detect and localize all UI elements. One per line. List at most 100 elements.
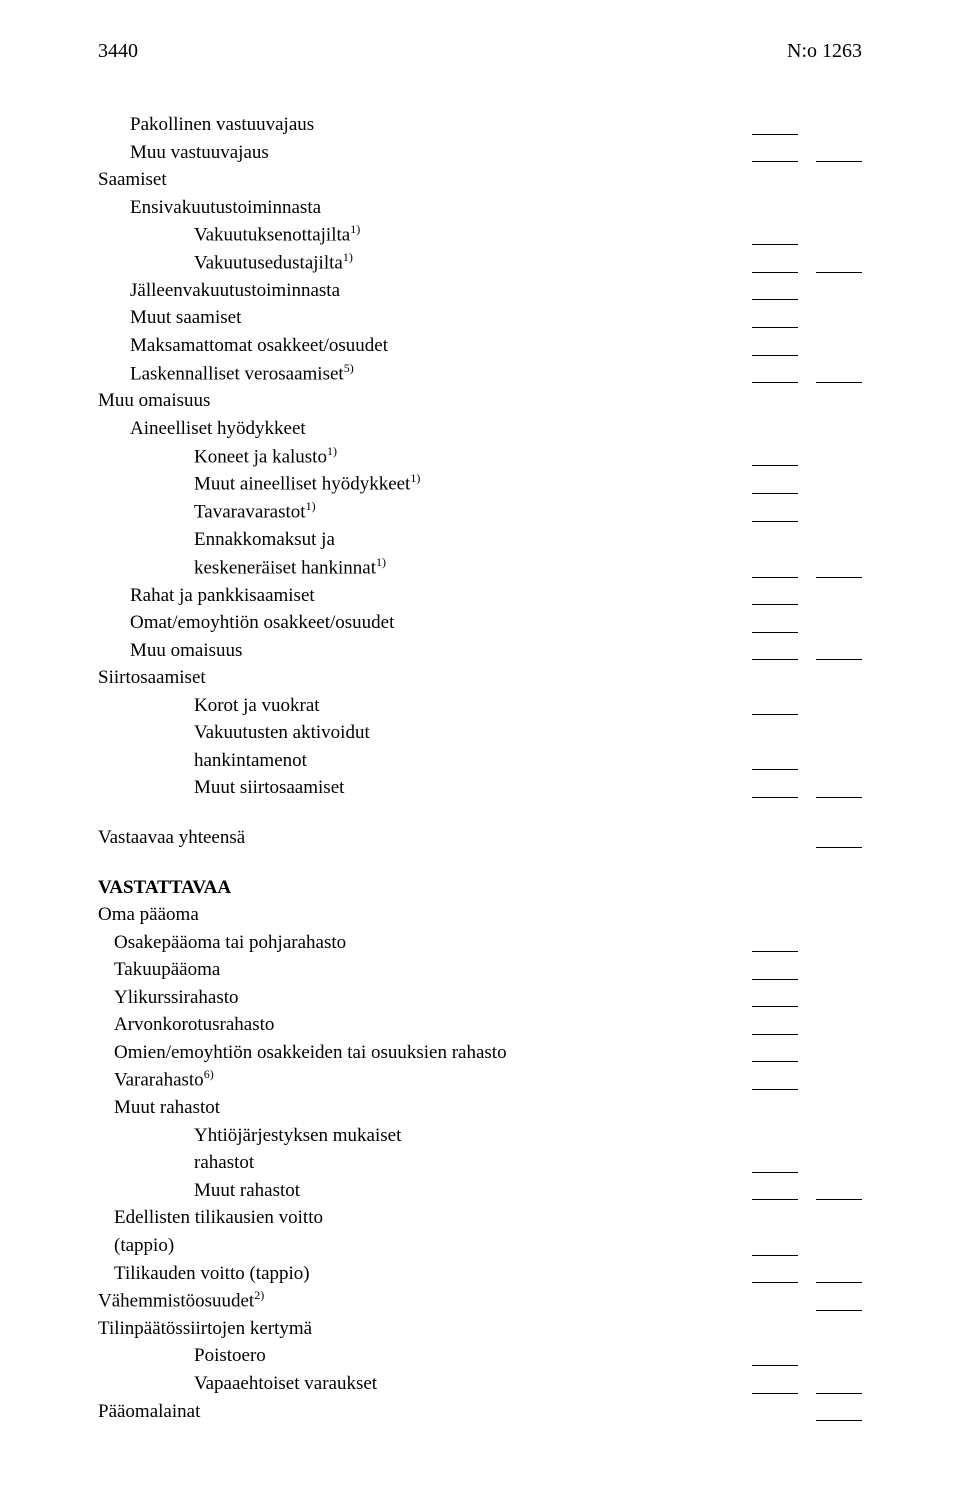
- line-row: Vararahasto6): [98, 1066, 862, 1094]
- blank-group: [752, 979, 862, 984]
- line-label: Saamiset: [98, 166, 167, 194]
- superscript: 5): [344, 361, 354, 375]
- line-label: Muu vastuuvajaus: [98, 139, 269, 167]
- line-row: Omien/emoyhtiön osakkeiden tai osuuksien…: [98, 1039, 862, 1067]
- blank-group: [752, 438, 862, 443]
- blank-col2: [816, 847, 862, 848]
- line-label: Muut saamiset: [98, 304, 241, 332]
- blank-col2: [816, 1393, 862, 1394]
- blank-group: [752, 1282, 862, 1287]
- line-row: Vakuutuksenottajilta1): [98, 221, 862, 249]
- blank-col1: [752, 714, 798, 715]
- line-row: Omat/emoyhtiön osakkeet/osuudet: [98, 609, 862, 637]
- line-label: Tilikauden voitto (tappio): [98, 1260, 310, 1288]
- blank-group: [752, 382, 862, 387]
- blank-group: [752, 1144, 862, 1149]
- line-row: Pakollinen vastuuvajaus: [98, 111, 862, 139]
- line-row: Laskennalliset verosaamiset5): [98, 360, 862, 388]
- line-label: Maksamattomat osakkeet/osuudet: [98, 332, 388, 360]
- line-label: Laskennalliset verosaamiset5): [98, 360, 354, 388]
- blank-group: [752, 1255, 862, 1260]
- blank-col1: [752, 1061, 798, 1062]
- blank-group: [752, 549, 862, 554]
- line-row: Muu vastuuvajaus: [98, 139, 862, 167]
- line-label: Vakuutusten aktivoidut: [98, 719, 370, 747]
- blank-group: [752, 1337, 862, 1342]
- blank-col1: [752, 161, 798, 162]
- blank-group: [752, 1199, 862, 1204]
- blank-col1: [752, 1089, 798, 1090]
- line-label: Muut rahastot: [98, 1094, 220, 1122]
- header-right: N:o 1263: [787, 40, 862, 63]
- line-label: Jälleenvakuutustoiminnasta: [98, 277, 340, 305]
- line-label: Korot ja vuokrat: [98, 692, 320, 720]
- line-label: Poistoero: [98, 1342, 266, 1370]
- line-row: Yhtiöjärjestyksen mukaiset: [98, 1122, 862, 1150]
- blank-group: [752, 327, 862, 332]
- superscript: 1): [410, 471, 420, 485]
- blank-col1: [752, 272, 798, 273]
- line-label: Pääomalainat: [98, 1398, 200, 1426]
- blank-col1: [752, 1255, 798, 1256]
- line-label: Vähemmistöosuudet2): [98, 1287, 264, 1315]
- line-row: Muut saamiset: [98, 304, 862, 332]
- line-row: Muut aineelliset hyödykkeet1): [98, 470, 862, 498]
- blank-group: [752, 797, 862, 802]
- line-label: Vararahasto6): [98, 1066, 214, 1094]
- blank-group: [752, 769, 862, 774]
- line-row: Vähemmistöosuudet2): [98, 1287, 862, 1315]
- line-label: Aineelliset hyödykkeet: [98, 415, 306, 443]
- blank-group: [752, 577, 862, 582]
- line-row: Koneet ja kalusto1): [98, 443, 862, 471]
- blank-group: [752, 924, 862, 929]
- blank-group: [752, 1310, 862, 1315]
- line-label: Vapaaehtoiset varaukset: [98, 1370, 377, 1398]
- line-row: Arvonkorotusrahasto: [98, 1011, 862, 1039]
- blank-group: [752, 742, 862, 747]
- blank-group: [752, 1061, 862, 1066]
- superscript: 2): [254, 1288, 264, 1302]
- blank-group: [752, 355, 862, 360]
- line-row: Ensivakuutustoiminnasta: [98, 194, 862, 222]
- blank-group: [752, 521, 862, 526]
- blank-col2: [816, 659, 862, 660]
- line-label: Rahat ja pankkisaamiset: [98, 582, 315, 610]
- blank-col2: [816, 161, 862, 162]
- blank-group: [752, 1393, 862, 1398]
- blank-col1: [752, 1282, 798, 1283]
- blank-group: [752, 714, 862, 719]
- blank-group: [752, 1117, 862, 1122]
- line-label: Edellisten tilikausien voitto: [98, 1204, 323, 1232]
- blank-group: [752, 1227, 862, 1232]
- line-row: Muut siirtosaamiset: [98, 774, 862, 802]
- blank-group: [752, 1034, 862, 1039]
- line-label: Ennakkomaksut ja: [98, 526, 335, 554]
- line-label: rahastot: [98, 1149, 254, 1177]
- blank-col1: [752, 769, 798, 770]
- line-label: Osakepääoma tai pohjarahasto: [98, 929, 346, 957]
- blank-group: [752, 951, 862, 956]
- vastaavaa-row: Vastaavaa yhteensä: [98, 824, 862, 852]
- line-row: Rahat ja pankkisaamiset: [98, 582, 862, 610]
- blank-col1: [752, 465, 798, 466]
- line-label: Ensivakuutustoiminnasta: [98, 194, 321, 222]
- line-row: hankintamenot: [98, 747, 862, 775]
- line-label: (tappio): [98, 1232, 174, 1260]
- line-label: Takuupääoma: [98, 956, 220, 984]
- line-row: (tappio): [98, 1232, 862, 1260]
- blank-group: [752, 604, 862, 609]
- vastattavaa-title-row: VASTATTAVAA: [98, 874, 862, 902]
- blank-col2: [816, 1420, 862, 1421]
- line-label: hankintamenot: [98, 747, 307, 775]
- line-row: Osakepääoma tai pohjarahasto: [98, 929, 862, 957]
- line-row: Tilinpäätössiirtojen kertymä: [98, 1315, 862, 1343]
- line-row: Saamiset: [98, 166, 862, 194]
- blank-col1: [752, 632, 798, 633]
- line-row: keskeneräiset hankinnat1): [98, 554, 862, 582]
- blank-group: [752, 216, 862, 221]
- blank-group: [752, 161, 862, 166]
- blank-col2: [816, 577, 862, 578]
- blank-group: [752, 659, 862, 664]
- line-row: Muu omaisuus: [98, 637, 862, 665]
- blank-col2: [816, 272, 862, 273]
